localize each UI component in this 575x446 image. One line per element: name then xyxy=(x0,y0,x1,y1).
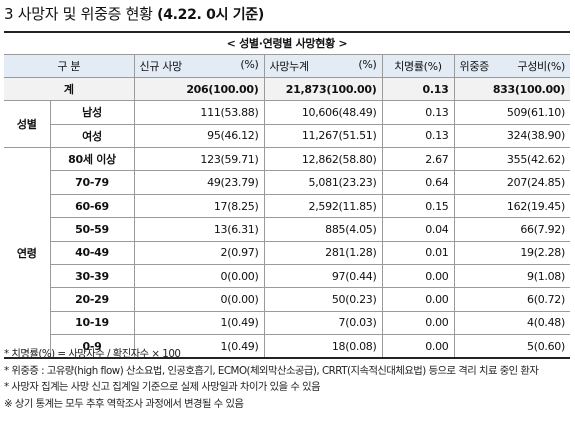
cell-fatality: 0.00 xyxy=(381,264,455,289)
cell-fatality: 0.00 xyxy=(381,287,455,312)
footnote-critical: * 위중증 : 고유량(high flow) 산소요법, 인공호흡기, ECMO… xyxy=(4,364,539,377)
row-label: 80세 이상 xyxy=(49,147,135,172)
header-row: 구 분 신규 사망 (%) 사망누계 (%) 치명률(%) 위중증 구성비(%) xyxy=(4,53,570,78)
cell-new-deaths: 1(0.49) xyxy=(133,310,265,336)
table-caption-row: < 성별·연령별 사망현황 > xyxy=(4,32,570,55)
cell-cum-deaths: 11,267(51.51) xyxy=(263,123,383,149)
section-title: 3 사망자 및 위중증 현황 (4.22. 0시 기준) xyxy=(4,3,264,24)
sex-group-label: 성별 xyxy=(4,100,51,149)
table-row: 30-39 0(0.00) 97(0.44) 0.00 9(1.08) xyxy=(4,264,570,289)
cell-cum-deaths: 7(0.03) xyxy=(263,310,383,336)
footnote-death-count: * 사망자 집계는 사망 신고 집계일 기준으로 실제 사망일과 차이가 있을 … xyxy=(4,381,321,393)
cell-fatality: 2.67 xyxy=(381,147,455,172)
cell-new-deaths: 13(6.31) xyxy=(133,217,265,242)
row-label: 10-19 xyxy=(50,310,135,336)
cell-critical: 207(24.85) xyxy=(453,170,570,195)
total-new-deaths: 206(100.00) xyxy=(133,76,265,102)
cell-new-deaths: 111(53.88) xyxy=(133,100,265,125)
header-category: 구 분 xyxy=(4,53,135,78)
cell-fatality: 0.13 xyxy=(381,100,455,125)
cell-cum-deaths: 281(1.28) xyxy=(263,240,383,266)
header-new-deaths: 신규 사망 (%) xyxy=(133,53,265,78)
header-cum-deaths-label: 사망누계 xyxy=(269,59,310,73)
cell-fatality: 0.00 xyxy=(381,310,455,336)
row-label: 50-59 xyxy=(50,217,135,242)
cell-cum-deaths: 50(0.23) xyxy=(263,287,383,312)
title-main: 3 사망자 및 위중증 현황 xyxy=(4,5,153,23)
cell-new-deaths: 123(59.71) xyxy=(133,147,265,172)
cell-cum-deaths: 12,862(58.80) xyxy=(263,147,383,172)
cell-cum-deaths: 10,606(48.49) xyxy=(263,100,383,125)
cell-new-deaths: 17(8.25) xyxy=(133,193,265,219)
table-row: 10-19 1(0.49) 7(0.03) 0.00 4(0.48) xyxy=(4,310,570,336)
table-row: 성별 남성 111(53.88) 10,606(48.49) 0.13 509(… xyxy=(4,100,570,149)
row-label: 남성 xyxy=(49,100,135,125)
row-label: 20-29 xyxy=(50,287,135,312)
cell-critical: 66(7.92) xyxy=(453,217,570,242)
cell-critical: 162(19.45) xyxy=(453,193,570,219)
header-fatality: 치명률(%) xyxy=(381,53,455,78)
cell-fatality: 0.15 xyxy=(381,193,455,219)
header-critical-ratio: 구성비(%) xyxy=(517,59,565,73)
table-row: 0-9 1(0.49) 18(0.08) 0.00 5(0.60) xyxy=(4,334,570,359)
header-critical-label: 위중증 xyxy=(459,59,490,73)
cell-new-deaths: 49(23.79) xyxy=(133,170,265,195)
row-label: 0-9 xyxy=(50,334,135,359)
cell-cum-deaths: 2,592(11.85) xyxy=(263,193,383,219)
cell-new-deaths: 1(0.49) xyxy=(133,334,265,359)
total-fatality: 0.13 xyxy=(381,76,455,102)
cell-cum-deaths: 97(0.44) xyxy=(263,264,383,289)
cell-cum-deaths: 5,081(23.23) xyxy=(263,170,383,195)
table-row: 70-79 49(23.79) 5,081(23.23) 0.64 207(24… xyxy=(4,170,570,195)
row-label: 60-69 xyxy=(50,193,135,219)
death-stats-table: < 성별·연령별 사망현황 > 구 분 신규 사망 (%) 사망누계 (%) 치명률… xyxy=(4,31,570,360)
footnote-fatality: * 치명률(%) = 사망자수 / 확진자수 × 100 xyxy=(4,348,181,360)
cell-new-deaths: 95(46.12) xyxy=(133,123,265,149)
row-label: 30-39 xyxy=(50,264,135,289)
cell-critical: 6(0.72) xyxy=(453,287,570,312)
header-cum-deaths: 사망누계 (%) xyxy=(263,53,383,78)
header-new-deaths-unit: (%) xyxy=(240,57,259,71)
table-row: 20-29 0(0.00) 50(0.23) 0.00 6(0.72) xyxy=(4,287,570,312)
cell-new-deaths: 2(0.97) xyxy=(133,240,265,266)
table-row: 60-69 17(8.25) 2,592(11.85) 0.15 162(19.… xyxy=(4,193,570,219)
table-row: 연령 80세 이상 123(59.71) 12,862(58.80) 2.67 … xyxy=(4,147,570,359)
table-row: 50-59 13(6.31) 885(4.05) 0.04 66(7.92) xyxy=(4,217,570,242)
cell-critical: 324(38.90) xyxy=(453,123,570,149)
title-date: (4.22. 0시 기준) xyxy=(157,7,264,23)
cell-cum-deaths: 885(4.05) xyxy=(263,217,383,242)
header-critical: 위중증 구성비(%) xyxy=(453,53,570,78)
cell-fatality: 0.13 xyxy=(381,123,455,149)
cell-critical: 5(0.60) xyxy=(453,334,570,359)
cell-critical: 509(61.10) xyxy=(453,100,570,125)
row-label: 40-49 xyxy=(50,240,135,266)
total-row: 계 206(100.00) 21,873(100.00) 0.13 833(10… xyxy=(4,76,570,102)
table-caption: < 성별·연령별 사망현황 > xyxy=(4,32,570,55)
footnote-disclaimer: ※ 상기 통계는 모두 추후 역학조사 과정에서 변경될 수 있음 xyxy=(4,397,244,410)
total-label: 계 xyxy=(4,76,135,102)
footnotes: * 치명률(%) = 사망자수 / 확진자수 × 100 * 위중증 : 고유량… xyxy=(4,346,572,412)
cell-critical: 9(1.08) xyxy=(453,264,570,289)
total-cum-deaths: 21,873(100.00) xyxy=(263,76,383,102)
cell-fatality: 0.01 xyxy=(381,240,455,266)
header-new-deaths-label: 신규 사망 xyxy=(139,59,183,73)
total-critical: 833(100.00) xyxy=(453,76,570,102)
cell-new-deaths: 0(0.00) xyxy=(133,264,265,289)
cell-critical: 4(0.48) xyxy=(453,310,570,336)
header-cum-deaths-unit: (%) xyxy=(358,57,377,71)
age-group-label: 연령 xyxy=(4,147,51,359)
row-label: 여성 xyxy=(50,123,135,149)
cell-fatality: 0.04 xyxy=(381,217,455,242)
table-row: 40-49 2(0.97) 281(1.28) 0.01 19(2.28) xyxy=(4,240,570,266)
row-label: 70-79 xyxy=(50,170,135,195)
cell-cum-deaths: 18(0.08) xyxy=(263,334,383,359)
cell-new-deaths: 0(0.00) xyxy=(133,287,265,312)
cell-fatality: 0.64 xyxy=(381,170,455,195)
cell-critical: 355(42.62) xyxy=(453,147,570,172)
table-row: 여성 95(46.12) 11,267(51.51) 0.13 324(38.9… xyxy=(4,123,570,149)
cell-critical: 19(2.28) xyxy=(453,240,570,266)
